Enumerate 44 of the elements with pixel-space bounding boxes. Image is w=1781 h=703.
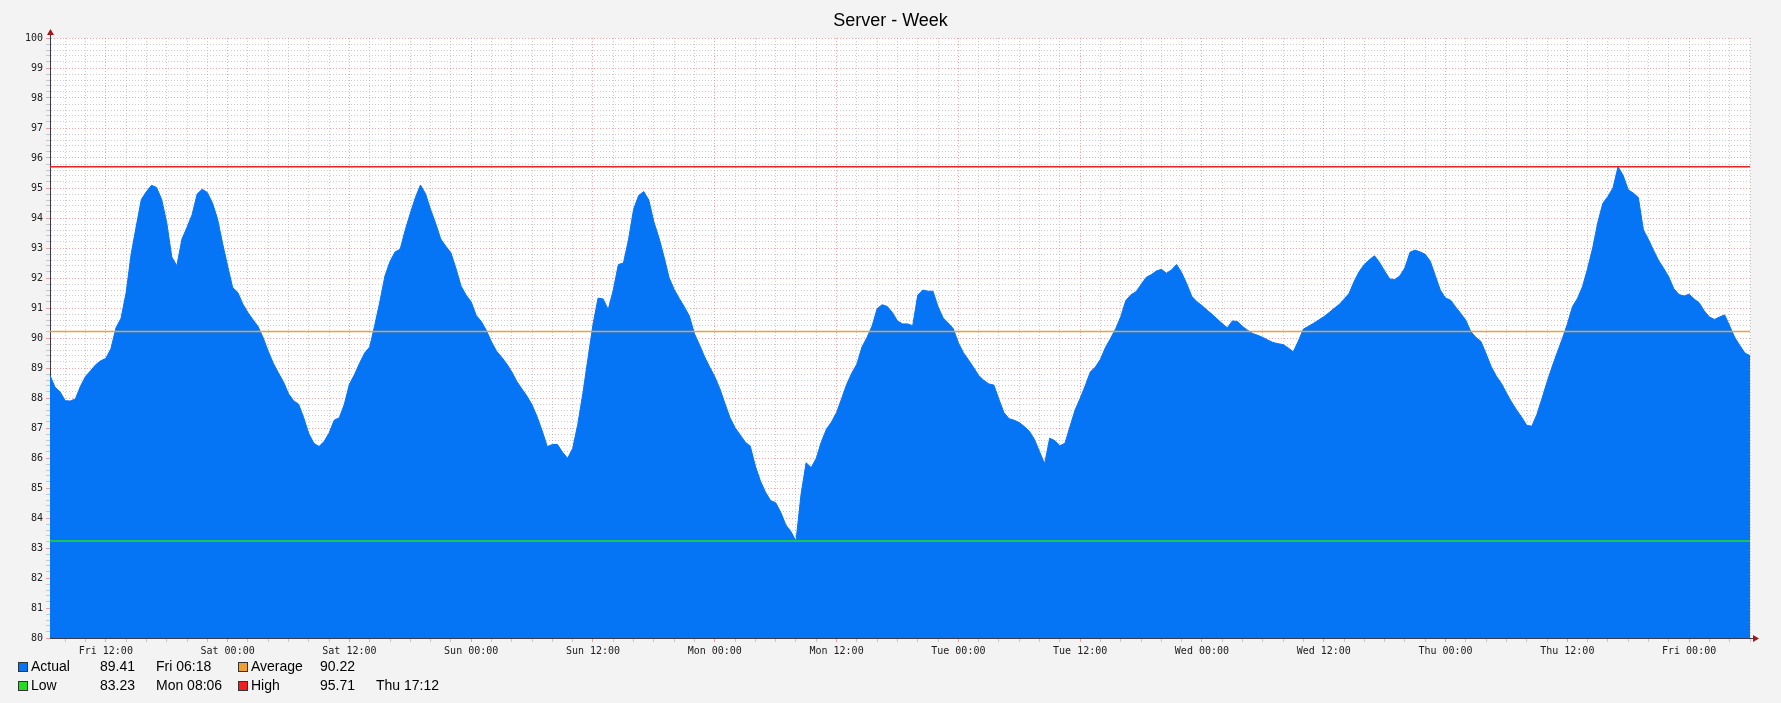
y-tick-label: 80	[30, 631, 43, 643]
x-tick-label: Sun 00:00	[444, 644, 499, 656]
x-tick-label: Mon 12:00	[809, 644, 864, 656]
y-tick-label: 96	[30, 151, 43, 163]
y-tick-label: 100	[24, 31, 43, 43]
y-tick-label: 86	[30, 451, 43, 463]
y-tick-label: 93	[30, 241, 43, 253]
x-tick-label: Thu 00:00	[1418, 644, 1473, 656]
chart-title: Server - Week	[833, 9, 948, 31]
x-tick-label: Wed 00:00	[1174, 644, 1230, 656]
y-tick-label: 85	[30, 481, 43, 493]
text: 95.71 Thu 17:12	[319, 677, 440, 693]
x-tick-label: Tue 00:00	[931, 644, 986, 656]
y-tick-label: 99	[30, 61, 43, 73]
y-tick-label: 87	[30, 421, 43, 433]
y-tick-label: 92	[30, 271, 43, 283]
y-tick-label: 91	[30, 301, 43, 313]
x-tick-label: Fri 12:00	[78, 644, 133, 656]
y-tick-label: 94	[30, 211, 43, 223]
x-tick-label: Sat 12:00	[322, 644, 377, 656]
x-tick-label: Sat 00:00	[200, 644, 255, 656]
y-tick-label: 97	[30, 121, 43, 133]
x-tick-label: Mon 00:00	[687, 644, 742, 656]
y-tick-label: 81	[30, 601, 43, 613]
series-label: Actual	[31, 657, 71, 676]
legend-label: Low	[31, 676, 58, 695]
text: 90.22	[318, 657, 355, 676]
legend-label: High	[251, 676, 281, 695]
y-tick-label: 83	[30, 541, 43, 553]
y-tick-label: 90	[30, 331, 43, 343]
y-tick-label: 89	[30, 361, 43, 373]
y-tick-label: 82	[30, 571, 43, 583]
x-tick-label: Sun 12:00	[565, 644, 621, 656]
x-tick-label: Wed 12:00	[1296, 644, 1351, 656]
y-tick-label: 88	[30, 391, 43, 403]
y-tick-label: 95	[30, 181, 43, 193]
text: 83.23 Mon 08:06	[99, 677, 223, 693]
x-tick-label: Fri 00:00	[1662, 644, 1717, 656]
y-tick-label: 84	[30, 511, 43, 523]
text: 89.41 Fri 06:18	[99, 658, 212, 674]
x-tick-label: Thu 12:00	[1540, 644, 1595, 656]
x-tick-label: Tue 12:00	[1053, 644, 1108, 656]
legend-label: Average	[251, 657, 304, 676]
y-tick-label: 98	[30, 91, 43, 103]
